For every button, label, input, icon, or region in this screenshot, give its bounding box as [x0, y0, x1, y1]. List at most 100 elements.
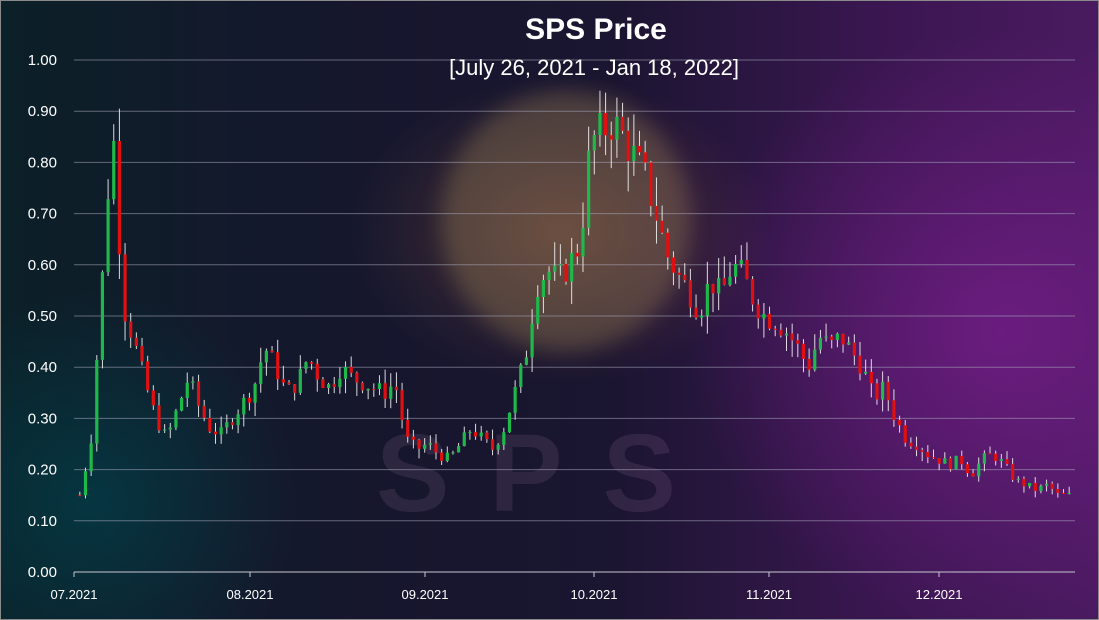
candle-body [626, 130, 630, 162]
candle-body [784, 333, 789, 336]
candle-body [485, 432, 489, 440]
candle-body [694, 307, 698, 318]
candle-body [281, 379, 285, 383]
candle-body [722, 277, 726, 285]
candle-body [462, 432, 466, 447]
candle-body [202, 405, 206, 418]
candle-body [253, 383, 257, 403]
candle-body [89, 443, 93, 472]
candle-body [270, 350, 274, 353]
candle-body [564, 263, 568, 282]
candle-body [123, 254, 127, 322]
y-tick-label: 0.80 [28, 154, 57, 171]
y-tick-label: 0.50 [28, 308, 57, 325]
candle-body [524, 357, 529, 365]
candle-body [649, 162, 653, 207]
candle-body [530, 323, 534, 358]
candle-body [457, 446, 461, 453]
candle-body [428, 443, 432, 445]
candle-body [745, 259, 749, 280]
candle-body [914, 446, 919, 451]
candle-body [225, 422, 229, 428]
candle-body [615, 116, 619, 140]
candle-body [196, 381, 201, 406]
candle-body [468, 432, 472, 434]
candle-body [943, 458, 947, 464]
candle-body [310, 362, 314, 364]
candle-body [609, 135, 613, 140]
candle-body [496, 444, 500, 450]
y-tick-label: 0.30 [28, 410, 57, 427]
y-tick-label: 0.70 [28, 206, 57, 223]
candle-body [230, 422, 235, 426]
candle-body [304, 362, 308, 369]
candle-body [948, 458, 953, 470]
candle-body [276, 352, 280, 380]
candle-body [1022, 478, 1026, 487]
x-tick-label: 10.2021 [571, 587, 618, 602]
candle-body [965, 464, 970, 474]
candle-body [813, 349, 817, 370]
candle-body [360, 382, 365, 391]
candle-body [377, 383, 382, 389]
candle-body [553, 265, 557, 272]
candle-body [519, 364, 523, 388]
candle-body [796, 340, 800, 344]
candle-body [881, 381, 885, 400]
candle-body [931, 457, 936, 459]
candle-body [423, 444, 427, 449]
candle-body [434, 443, 438, 453]
candle-body [541, 280, 546, 298]
candle-body [440, 452, 444, 461]
candle-body [298, 368, 302, 393]
candle-body [869, 371, 873, 384]
candle-body [174, 410, 178, 428]
candle-body [847, 342, 851, 345]
candle-body [445, 452, 449, 461]
candle-body [242, 397, 246, 415]
candle-body [666, 232, 670, 258]
candle-body [603, 113, 608, 136]
y-tick-label: 0.40 [28, 359, 57, 376]
candle-body [671, 257, 676, 273]
candle-body [864, 371, 868, 374]
candle-body [1039, 485, 1043, 491]
y-tick-label: 1.00 [28, 52, 57, 69]
y-tick-label: 0.60 [28, 257, 57, 274]
candle-body [982, 453, 986, 464]
candle-body [343, 366, 348, 379]
x-tick-label: 07.2021 [51, 587, 98, 602]
candle-body [688, 280, 692, 308]
candle-body [259, 362, 263, 384]
candle-body [83, 471, 88, 496]
x-tick-label: 08.2021 [227, 587, 274, 602]
candle-body [592, 134, 596, 151]
candle-body [479, 432, 483, 437]
x-axis-ticks: 07.2021 08.2021 09.2021 10.2021 11.2021 12.20… [51, 572, 963, 602]
candle-body [637, 145, 642, 153]
candle-body [389, 386, 393, 399]
candle-body [287, 382, 291, 385]
candle-body [1011, 463, 1015, 480]
candle-body [632, 145, 636, 162]
x-tick-label: 12.2021 [916, 587, 963, 602]
candle-body [185, 382, 189, 398]
candle-body [1044, 483, 1049, 486]
candle-body [598, 113, 602, 135]
candle-body [366, 388, 370, 391]
candle-body [513, 387, 517, 413]
candle-body [779, 329, 783, 336]
x-tick-label: 09.2021 [402, 587, 449, 602]
candle-body [570, 252, 574, 282]
candle-body [315, 363, 319, 380]
candle-body [1016, 478, 1020, 480]
chart-subtitle: [July 26, 2021 - Jan 18, 2022] [449, 55, 739, 80]
candle-body [835, 333, 839, 340]
candle-body [219, 427, 223, 435]
candle-body [394, 386, 399, 391]
candle-body [236, 414, 240, 426]
candle-body [999, 459, 1003, 461]
candle-body [587, 150, 591, 228]
candle-body [807, 358, 811, 370]
candle-body [575, 252, 579, 257]
